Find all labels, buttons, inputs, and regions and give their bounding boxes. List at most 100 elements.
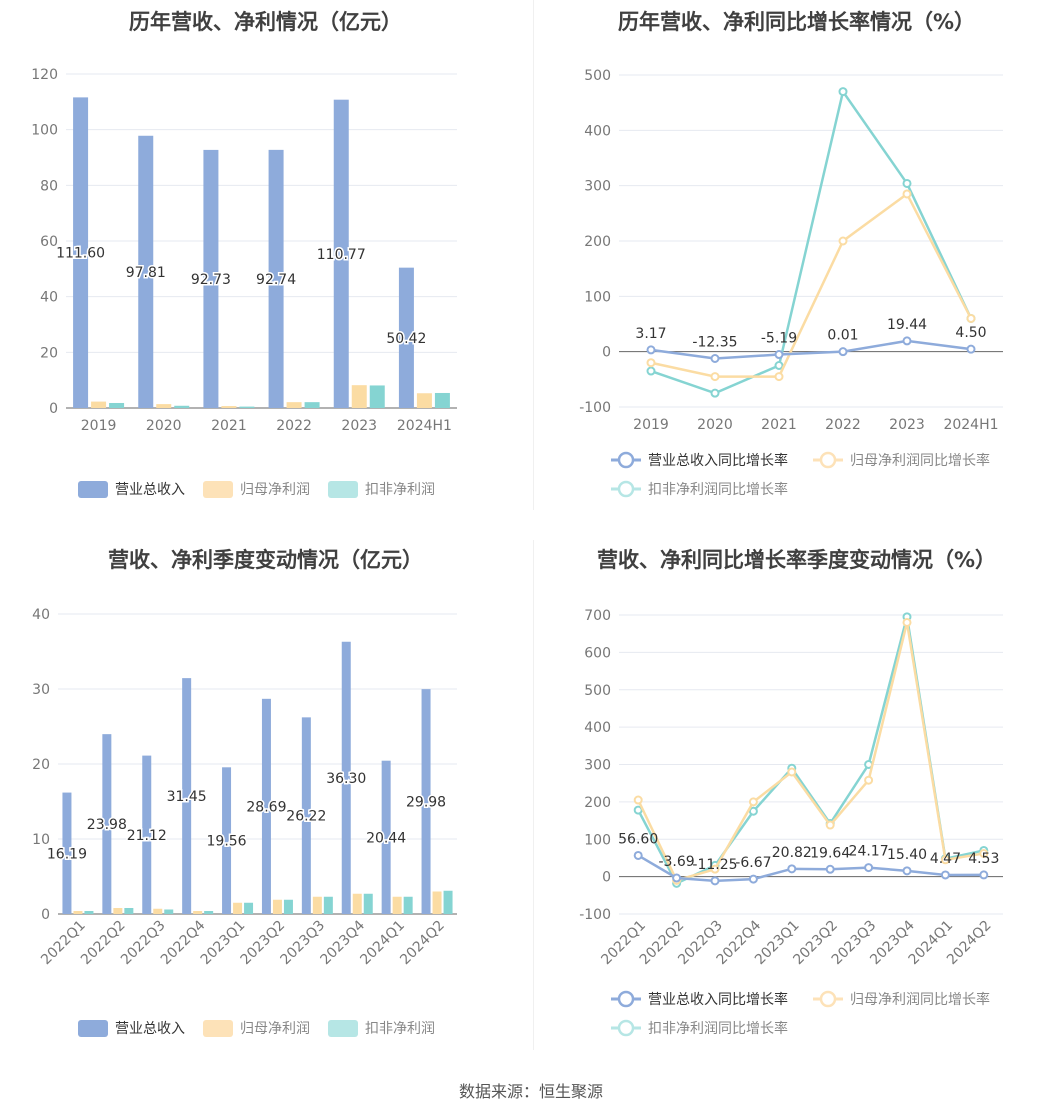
x-tick-label: 2024Q2 xyxy=(397,918,448,969)
y-tick-label: 20 xyxy=(32,757,50,773)
data-label: 56.60 xyxy=(618,831,658,847)
bar xyxy=(416,393,432,408)
bar xyxy=(434,392,450,408)
data-point xyxy=(940,870,950,880)
legend-swatch xyxy=(78,1020,108,1037)
y-tick-label: 300 xyxy=(584,179,611,195)
quarterly-growth-panel: 营收、净利同比增长率季度变动情况（%） -100 0 100 200 300 400 500… xyxy=(531,540,1062,1050)
legend-label: 营业总收入同比增长率 xyxy=(648,991,788,1008)
legend-label: 归母净利润 xyxy=(240,481,310,498)
data-label: -12.35 xyxy=(692,335,737,351)
bar xyxy=(312,896,322,914)
data-point xyxy=(838,87,848,97)
bar xyxy=(62,792,72,914)
y-tick-label: 300 xyxy=(584,758,611,774)
bar xyxy=(351,385,367,408)
data-label: 21.12 xyxy=(127,828,167,844)
legend-label: 扣非净利润同比增长率 xyxy=(648,481,788,498)
legend-swatch xyxy=(328,481,358,498)
bar xyxy=(323,896,333,914)
legend-label: 归母净利润同比增长率 xyxy=(850,991,990,1008)
data-point xyxy=(902,336,912,346)
y-tick-label: 100 xyxy=(31,123,58,139)
x-tick-label: 2023 xyxy=(889,417,925,433)
data-label: 3.17 xyxy=(635,326,666,342)
bar xyxy=(102,734,112,914)
legend-label: 归母净利润 xyxy=(240,1020,310,1037)
x-tick-label: 2022 xyxy=(825,417,861,433)
data-label: 16.19 xyxy=(47,846,87,862)
bar xyxy=(204,911,214,914)
y-tick-label: 120 xyxy=(31,67,58,83)
data-label: 20.82 xyxy=(772,845,812,861)
y-tick-label: 20 xyxy=(40,345,58,361)
series-line xyxy=(650,88,973,395)
series-line xyxy=(637,854,984,883)
data-point xyxy=(864,775,874,785)
panel-divider-top xyxy=(533,0,534,510)
bar xyxy=(174,405,190,408)
data-label: 19.44 xyxy=(887,317,927,333)
bar xyxy=(109,402,125,408)
x-tick-label: 2020 xyxy=(697,417,733,433)
y-tick-label: 0 xyxy=(49,401,58,417)
chart-title: 营收、净利季度变动情况（亿元） xyxy=(108,548,423,572)
data-label: 19.64 xyxy=(810,845,850,861)
y-tick-label: 400 xyxy=(584,123,611,139)
data-label: 0.01 xyxy=(827,328,858,344)
bar xyxy=(142,755,152,914)
y-tick-label: -100 xyxy=(579,907,611,923)
annual-growth-panel: 历年营收、净利同比增长率情况（%） -100 0 100 200 300 400 500 20… xyxy=(531,0,1062,510)
panel-divider-bottom xyxy=(533,540,534,1050)
bar xyxy=(421,689,431,914)
bar xyxy=(233,902,243,914)
data-label: 50.42 xyxy=(386,331,426,347)
data-point xyxy=(710,372,720,382)
bar xyxy=(73,97,89,408)
bar xyxy=(156,404,172,408)
data-point xyxy=(748,797,758,807)
legend-marker xyxy=(617,480,635,498)
data-label: 23.98 xyxy=(87,817,127,833)
bar xyxy=(403,896,413,914)
bar xyxy=(301,717,311,914)
data-label: 31.45 xyxy=(167,789,207,805)
legend-label: 扣非净利润同比增长率 xyxy=(648,1020,788,1037)
y-tick-label: 200 xyxy=(584,795,611,811)
bar xyxy=(392,896,402,914)
data-point xyxy=(774,372,784,382)
x-tick-label: 2019 xyxy=(633,417,669,433)
data-point xyxy=(633,795,643,805)
data-label: 20.44 xyxy=(366,830,406,846)
bar xyxy=(222,767,232,914)
bar xyxy=(164,909,174,914)
bar xyxy=(193,911,203,914)
data-point xyxy=(774,350,784,360)
data-point xyxy=(902,178,912,188)
bar xyxy=(333,99,349,408)
annual-revenue-profit-panel: 历年营收、净利情况（亿元） 0 20 40 60 80 100 120 2019 2020 202… xyxy=(0,0,531,510)
data-point xyxy=(787,767,797,777)
quarterly-line-chart: -10001002003004005006007002022Q12022Q220… xyxy=(579,608,1003,1037)
data-label: 4.53 xyxy=(968,851,999,867)
quarterly-revenue-profit-panel: 营收、净利季度变动情况（亿元） 0 10 20 30 40 2022Q1 2022Q2 202… xyxy=(0,540,531,1050)
data-point xyxy=(787,864,797,874)
x-tick-label: 2024H1 xyxy=(397,418,452,434)
bar xyxy=(369,385,385,408)
y-tick-label: 600 xyxy=(584,645,611,661)
data-point xyxy=(902,866,912,876)
y-tick-label: 40 xyxy=(40,290,58,306)
bar xyxy=(124,908,134,914)
legend-swatch xyxy=(203,1020,233,1037)
y-tick-label: 500 xyxy=(584,683,611,699)
bar xyxy=(381,760,391,914)
data-point xyxy=(748,806,758,816)
data-label: 97.81 xyxy=(126,265,166,281)
data-point xyxy=(838,236,848,246)
data-label: 110.77 xyxy=(317,247,366,263)
legend-label: 营业总收入同比增长率 xyxy=(648,452,788,469)
bar xyxy=(138,135,154,409)
data-point xyxy=(979,848,989,858)
legend-marker xyxy=(617,451,635,469)
chart-title: 历年营收、净利同比增长率情况（%） xyxy=(617,10,976,34)
